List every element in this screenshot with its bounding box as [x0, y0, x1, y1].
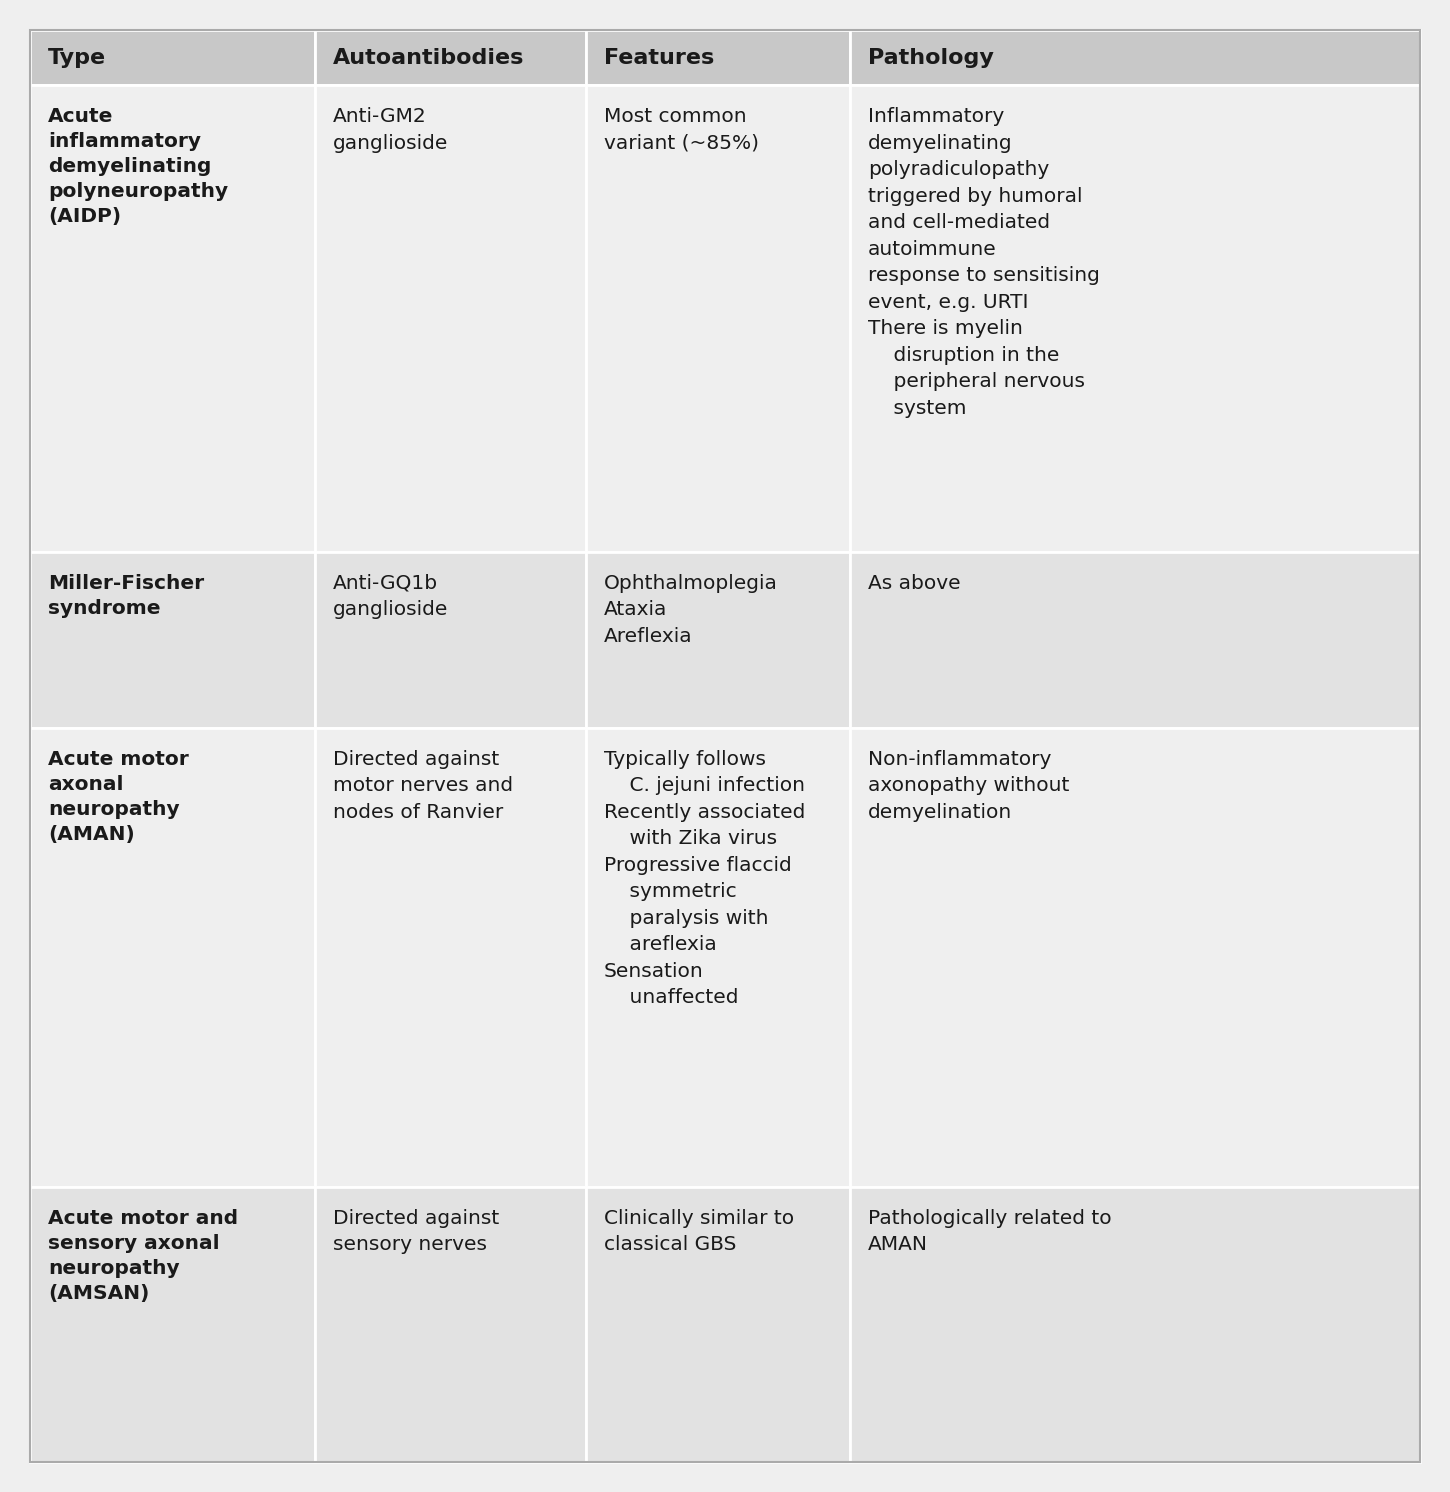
Bar — [586, 552, 850, 728]
Text: Directed against
motor nerves and
nodes of Ranvier: Directed against motor nerves and nodes … — [334, 749, 513, 822]
Bar — [586, 30, 850, 85]
Text: Directed against
sensory nerves: Directed against sensory nerves — [334, 1209, 499, 1255]
Bar — [30, 728, 315, 1186]
Bar — [850, 728, 1420, 1186]
Text: As above: As above — [869, 573, 961, 592]
Text: Acute motor and
sensory axonal
neuropathy
(AMSAN): Acute motor and sensory axonal neuropath… — [48, 1209, 238, 1303]
Text: Miller-Fischer
syndrome: Miller-Fischer syndrome — [48, 573, 204, 618]
Text: Typically follows
    C. jejuni infection
Recently associated
    with Zika viru: Typically follows C. jejuni infection Re… — [605, 749, 805, 1007]
Text: Acute motor
axonal
neuropathy
(AMAN): Acute motor axonal neuropathy (AMAN) — [48, 749, 188, 843]
Bar — [30, 1186, 315, 1462]
Bar — [586, 85, 850, 552]
Bar — [850, 30, 1420, 85]
Bar — [30, 552, 315, 728]
Bar — [850, 85, 1420, 552]
Bar — [315, 30, 586, 85]
Bar — [850, 1186, 1420, 1462]
Text: Pathology: Pathology — [869, 48, 993, 67]
Bar — [315, 1186, 586, 1462]
Text: Type: Type — [48, 48, 106, 67]
Text: Autoantibodies: Autoantibodies — [334, 48, 525, 67]
Bar — [586, 1186, 850, 1462]
Text: Anti-GM2
ganglioside: Anti-GM2 ganglioside — [334, 107, 448, 152]
Text: Clinically similar to
classical GBS: Clinically similar to classical GBS — [605, 1209, 795, 1255]
Text: Anti-GQ1b
ganglioside: Anti-GQ1b ganglioside — [334, 573, 448, 619]
Bar — [850, 552, 1420, 728]
Bar — [586, 728, 850, 1186]
Text: Acute
inflammatory
demyelinating
polyneuropathy
(AIDP): Acute inflammatory demyelinating polyneu… — [48, 107, 228, 225]
Bar — [30, 85, 315, 552]
Bar — [315, 85, 586, 552]
Text: Inflammatory
demyelinating
polyradiculopathy
triggered by humoral
and cell-media: Inflammatory demyelinating polyradiculop… — [869, 107, 1101, 418]
Text: Ophthalmoplegia
Ataxia
Areflexia: Ophthalmoplegia Ataxia Areflexia — [605, 573, 777, 646]
Text: Pathologically related to
AMAN: Pathologically related to AMAN — [869, 1209, 1112, 1255]
Text: Non-inflammatory
axonopathy without
demyelination: Non-inflammatory axonopathy without demy… — [869, 749, 1070, 822]
Bar — [315, 728, 586, 1186]
Bar — [315, 552, 586, 728]
Text: Most common
variant (~85%): Most common variant (~85%) — [605, 107, 758, 152]
Bar — [30, 30, 315, 85]
Text: Features: Features — [605, 48, 715, 67]
